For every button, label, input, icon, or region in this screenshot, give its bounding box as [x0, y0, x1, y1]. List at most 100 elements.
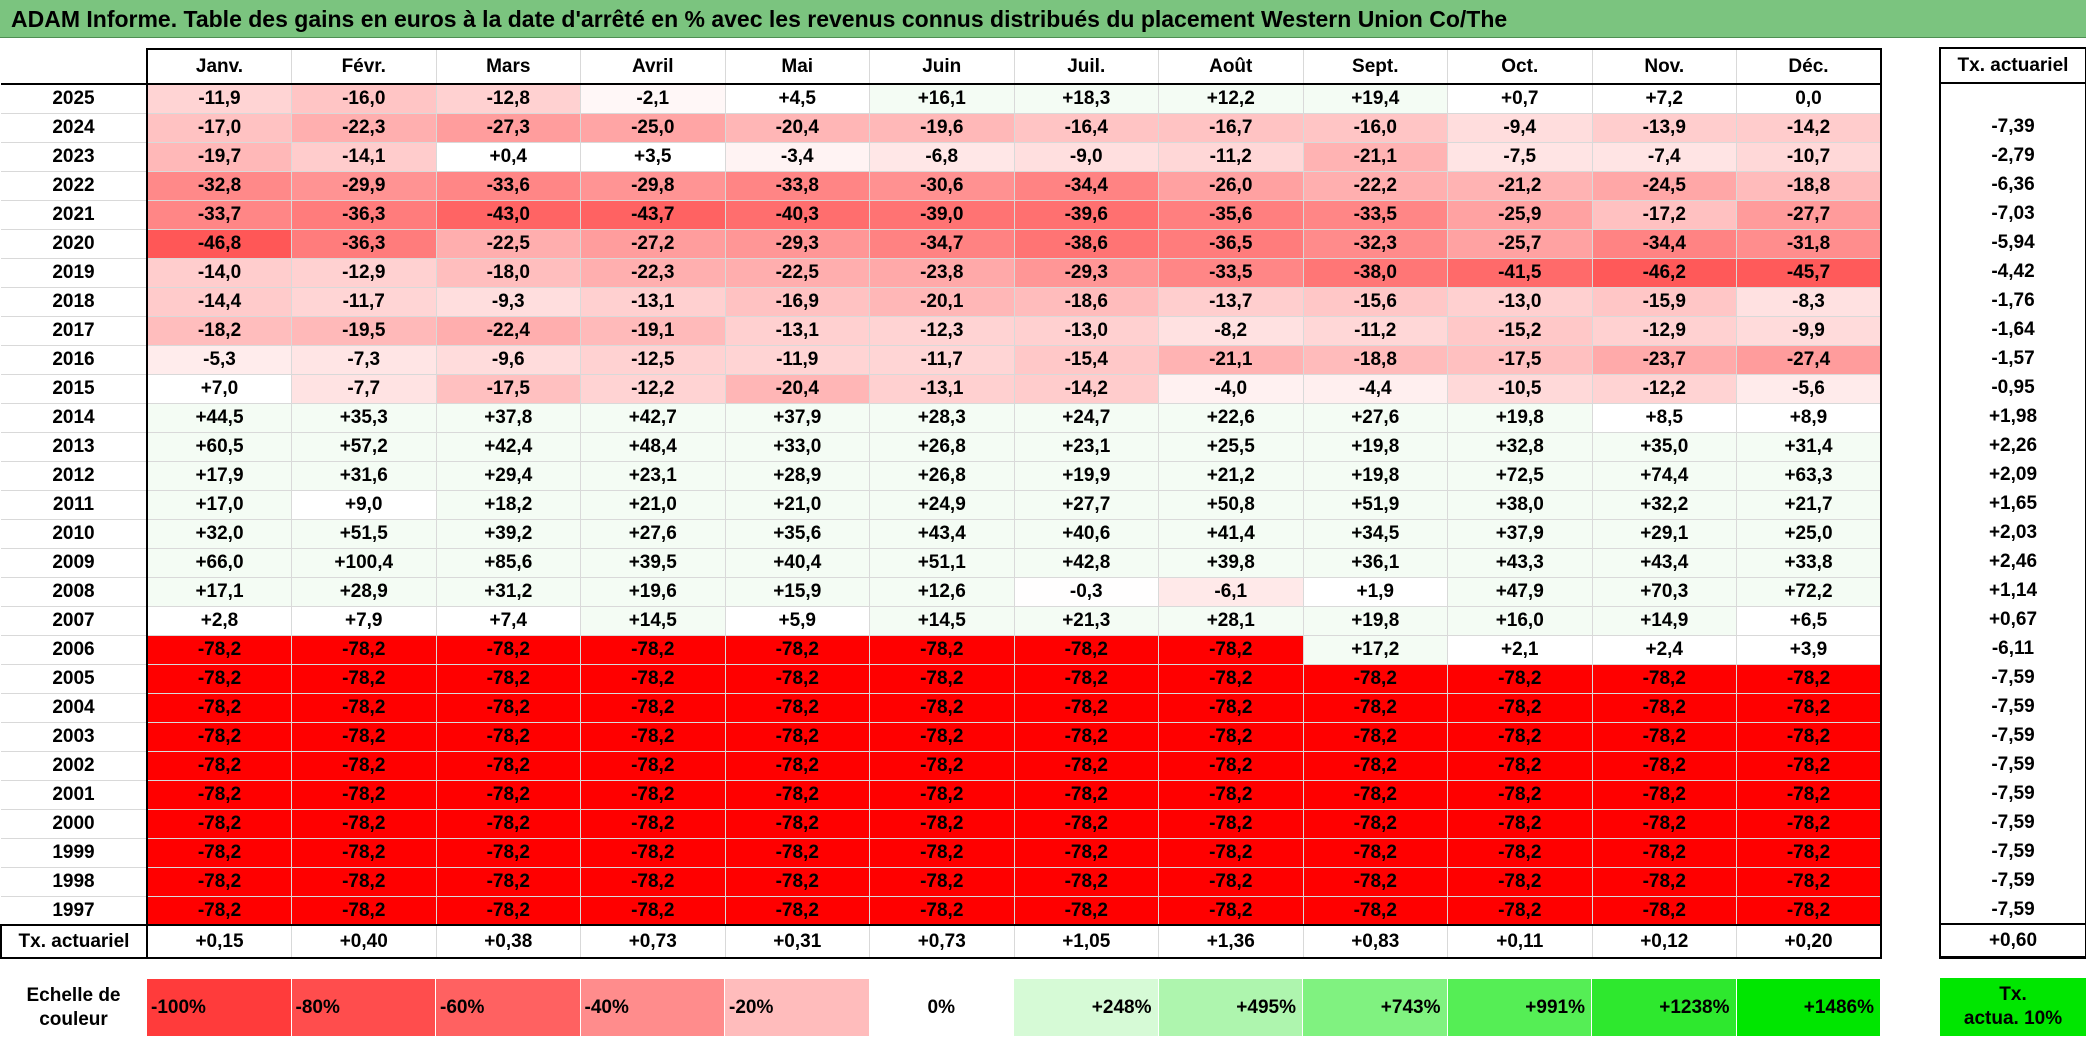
gain-cell: +17,0 — [146, 489, 292, 520]
gain-cell: +32,8 — [1447, 431, 1593, 462]
gain-cell: -78,2 — [1158, 866, 1304, 897]
gain-cell: -78,2 — [146, 779, 292, 810]
gain-cell: +39,2 — [435, 518, 581, 549]
gain-cell: +51,9 — [1302, 489, 1448, 520]
tx-row: -6,36 — [1940, 170, 2086, 199]
tx-value: -5,94 — [1940, 228, 2086, 257]
gain-cell: -78,2 — [1302, 750, 1448, 781]
gain-cell: +23,1 — [580, 460, 726, 491]
gain-cell: +39,8 — [1158, 547, 1304, 578]
year-label: 2015 — [1, 373, 148, 404]
table-row: 2017 -18,2 -19,5 -22,4 -19,1 -13,1 -12,3 -13,0-… — [1, 315, 1882, 346]
gain-cell: +19,8 — [1447, 402, 1593, 433]
gain-cell: -78,2 — [291, 837, 437, 868]
gain-cell: -78,2 — [146, 663, 292, 694]
gain-cell: +48,4 — [580, 431, 726, 462]
gain-cell: +19,8 — [1302, 605, 1448, 636]
gain-cell: -45,7 — [1736, 257, 1882, 288]
gain-cell: -78,2 — [1591, 692, 1737, 723]
gain-cell: -19,1 — [580, 315, 726, 346]
scale-step: +1486% — [1735, 978, 1881, 1037]
table-row: 2002 -78,2 -78,2 -78,2 -78,2 -78,2 -78,2 -78,2-… — [1, 750, 1882, 781]
tx-row: -0,95 — [1940, 373, 2086, 402]
tx-value: -7,03 — [1940, 199, 2086, 228]
footer-label: Tx. actuariel — [0, 924, 148, 959]
month-header: Juin — [869, 48, 1015, 85]
gain-cell: +21,2 — [1158, 460, 1304, 491]
gain-cell: -78,2 — [1591, 808, 1737, 839]
gain-cell: -34,4 — [1591, 228, 1737, 259]
gain-cell: +26,8 — [869, 431, 1015, 462]
footer-rate: +0,11 — [1447, 924, 1593, 959]
year-label: 2023 — [1, 141, 148, 172]
gain-cell: 0,0 — [1736, 83, 1882, 114]
gains-table: Janv. Févr. Mars Avril Mai Juin Juil. Août Sept.… — [0, 48, 1882, 959]
year-label: 2017 — [1, 315, 148, 346]
gain-cell: +35,0 — [1591, 431, 1737, 462]
gain-cell: +29,1 — [1591, 518, 1737, 549]
gain-cell: -12,5 — [580, 344, 726, 375]
gain-cell: -33,6 — [435, 170, 581, 201]
table-row: 2011 +17,0 +9,0 +18,2 +21,0 +21,0 +24,9 +27,7 +5… — [1, 489, 1882, 520]
gain-cell: -78,2 — [724, 866, 870, 897]
gain-cell: -21,2 — [1447, 170, 1593, 201]
gain-cell: -8,2 — [1158, 315, 1304, 346]
gain-cell: +19,9 — [1013, 460, 1159, 491]
tx-row: -1,64 — [1940, 315, 2086, 344]
gain-cell: -78,2 — [1013, 663, 1159, 694]
gain-cell: -78,2 — [1591, 866, 1737, 897]
gain-cell: -78,2 — [1736, 721, 1882, 752]
gain-cell: -7,7 — [291, 373, 437, 404]
tx-value: -7,59 — [1940, 866, 2086, 895]
gain-cell: -43,0 — [435, 199, 581, 230]
gain-cell: +47,9 — [1447, 576, 1593, 607]
gain-cell: +29,4 — [435, 460, 581, 491]
gain-cell: -9,6 — [435, 344, 581, 375]
gain-cell: +28,3 — [869, 402, 1015, 433]
gain-cell: -46,2 — [1591, 257, 1737, 288]
gain-cell: -14,0 — [146, 257, 292, 288]
tx-row: -5,94 — [1940, 228, 2086, 257]
gain-cell: +51,1 — [869, 547, 1015, 578]
tx-value: +2,26 — [1940, 431, 2086, 460]
month-header: Mars — [435, 48, 581, 85]
scale-step: -20% — [724, 978, 870, 1037]
footer-rate: +1,36 — [1158, 924, 1304, 959]
gain-cell: -78,2 — [580, 779, 726, 810]
gain-cell: +2,1 — [1447, 634, 1593, 665]
gain-cell: -78,2 — [869, 634, 1015, 665]
gain-cell: -78,2 — [1158, 779, 1304, 810]
gain-cell: -78,2 — [580, 866, 726, 897]
gain-cell: -11,2 — [1158, 141, 1304, 172]
gain-cell: -7,3 — [291, 344, 437, 375]
year-label: 2020 — [1, 228, 148, 259]
gain-cell: +42,7 — [580, 402, 726, 433]
tx-total: +0,60 — [1940, 923, 2086, 958]
gain-cell: -13,1 — [724, 315, 870, 346]
table-row: 2015 +7,0 -7,7 -17,5 -12,2 -20,4 -13,1 -14,2 -4,… — [1, 373, 1882, 404]
gain-cell: -16,0 — [291, 83, 437, 114]
gain-cell: -24,5 — [1591, 170, 1737, 201]
gain-cell: -9,9 — [1736, 315, 1882, 346]
tx-row: -7,59 — [1940, 895, 2086, 924]
tx-value: -6,11 — [1940, 634, 2086, 663]
gain-cell: +50,8 — [1158, 489, 1304, 520]
gain-cell: -78,2 — [291, 663, 437, 694]
gain-cell: -78,2 — [291, 750, 437, 781]
gain-cell: +0,4 — [435, 141, 581, 172]
gain-cell: -78,2 — [724, 692, 870, 723]
color-scale-legend: Echelle de couleur -100% -80% -60% -40% -20% 0… — [0, 978, 1881, 1037]
gain-cell: +43,4 — [869, 518, 1015, 549]
gain-cell: -78,2 — [1013, 866, 1159, 897]
tx-row: -7,59 — [1940, 779, 2086, 808]
scale-step: -80% — [290, 978, 436, 1037]
gain-cell: +9,0 — [291, 489, 437, 520]
footer-rate: +0,31 — [724, 924, 870, 959]
gain-cell: +22,6 — [1158, 402, 1304, 433]
scale-step: -40% — [579, 978, 725, 1037]
gain-cell: -78,2 — [1302, 663, 1448, 694]
gain-cell: +19,6 — [580, 576, 726, 607]
gain-cell: -4,4 — [1302, 373, 1448, 404]
gain-cell: +39,5 — [580, 547, 726, 578]
gain-cell: -9,3 — [435, 286, 581, 317]
